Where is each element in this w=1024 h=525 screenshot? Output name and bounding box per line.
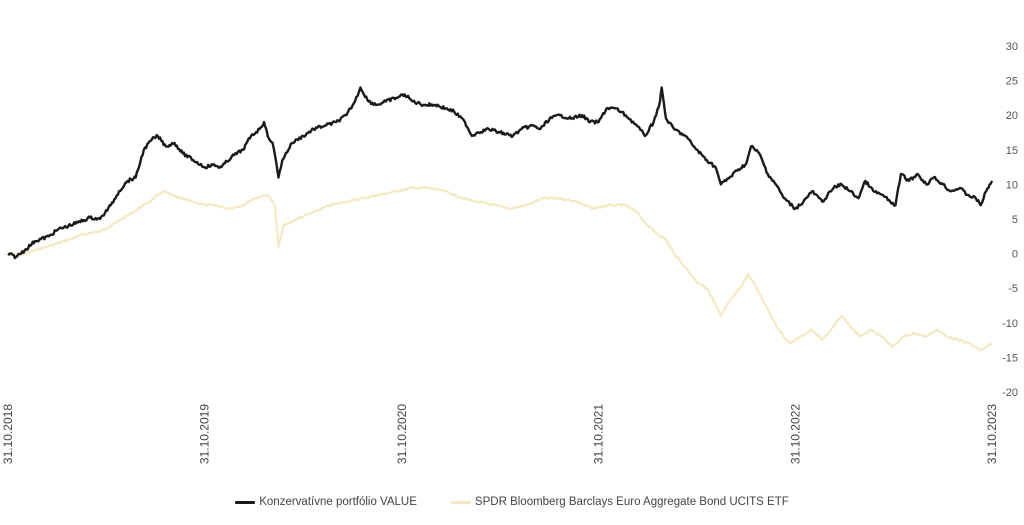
y-tick-label: -10 — [1002, 318, 1018, 330]
x-tick-label: 31.10.2019 — [198, 404, 212, 464]
y-tick-label: 0 — [1012, 249, 1018, 261]
x-tick-label: 31.10.2018 — [1, 404, 15, 464]
x-axis-ticks: 31.10.2018 31.10.2019 31.10.2020 31.10.2021… — [1, 404, 999, 464]
legend-swatch-portfolio — [235, 500, 256, 504]
x-tick-label: 31.10.2021 — [592, 404, 606, 464]
legend: Konzervatívne portfólio VALUE SPDR Bloom… — [0, 496, 1024, 508]
legend-item-benchmark[interactable]: SPDR Bloomberg Barclays Euro Aggregate B… — [450, 496, 789, 508]
y-tick-label: 25 — [1006, 76, 1018, 88]
y-tick-label: 15 — [1006, 145, 1018, 157]
y-axis-ticks: 30 25 20 15 10 5 0 -5 -10 -15 -20 — [1002, 41, 1018, 399]
legend-label-benchmark: SPDR Bloomberg Barclays Euro Aggregate B… — [474, 496, 789, 508]
x-tick-label: 31.10.2020 — [395, 404, 409, 464]
y-tick-label: -15 — [1002, 352, 1018, 364]
x-tick-label: 31.10.2022 — [788, 404, 802, 464]
x-tick-label: 31.10.2023 — [985, 404, 999, 464]
y-tick-label: 5 — [1012, 214, 1018, 226]
y-tick-label: -20 — [1002, 387, 1018, 399]
y-tick-label: 10 — [1006, 179, 1018, 191]
legend-item-portfolio[interactable]: Konzervatívne portfólio VALUE — [235, 496, 417, 508]
legend-label-portfolio: Konzervatívne portfólio VALUE — [259, 496, 417, 508]
y-tick-label: -5 — [1008, 283, 1018, 295]
series-line-portfolio — [7, 86, 994, 260]
legend-swatch-benchmark — [450, 500, 471, 504]
y-tick-label: 30 — [1006, 41, 1018, 53]
series-line-benchmark — [7, 185, 993, 352]
y-tick-label: 20 — [1006, 110, 1018, 122]
series-lines — [7, 86, 994, 352]
